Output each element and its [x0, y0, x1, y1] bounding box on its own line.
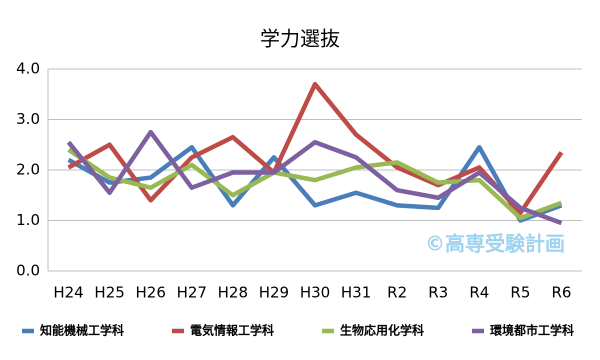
watermark: ©高専受験計画: [425, 232, 565, 256]
x-tick-label: H27: [177, 284, 207, 302]
legend-label: 知能機械工学科: [39, 323, 124, 338]
legend-label: 生物応用化学科: [340, 323, 424, 338]
x-tick-label: H29: [259, 284, 289, 302]
y-tick-label: 1.0: [16, 211, 40, 229]
x-tick-label: H24: [53, 284, 83, 302]
x-tick-label: H25: [94, 284, 124, 302]
x-tick-label: H30: [300, 284, 330, 302]
series-line: [66, 129, 563, 226]
x-tick-label: R6: [551, 284, 571, 302]
y-tick-label: 2.0: [16, 161, 40, 179]
legend-label: 環境都市工学科: [490, 323, 574, 338]
x-tick-label: R2: [387, 284, 407, 302]
y-tick-label: 4.0: [16, 60, 40, 78]
legend-label: 電気情報工学科: [190, 323, 274, 338]
x-tick-label: H28: [218, 284, 248, 302]
y-tick-label: 0.0: [16, 262, 40, 280]
series-line: [67, 145, 563, 223]
x-tick-label: R5: [510, 284, 530, 302]
x-tick-label: R3: [428, 284, 448, 302]
chart-title: 学力選抜: [260, 27, 340, 51]
x-tick-label: R4: [469, 284, 489, 302]
y-tick-label: 3.0: [16, 110, 40, 128]
series-line: [67, 81, 564, 216]
x-tick-label: H26: [136, 284, 166, 302]
x-tick-label: H31: [341, 284, 371, 302]
series-line: [67, 147, 563, 221]
